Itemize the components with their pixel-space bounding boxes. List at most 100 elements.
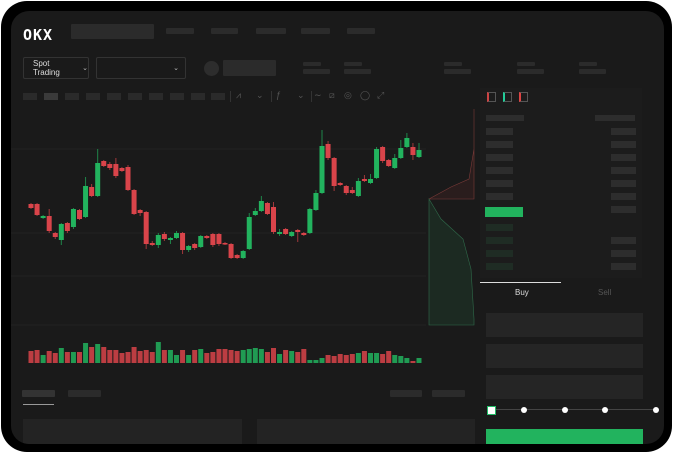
search-bar[interactable] <box>71 24 154 39</box>
fullscreen-icon[interactable]: ⤢ <box>377 90 385 100</box>
indicator-icon[interactable]: ƒ <box>276 90 282 100</box>
bid-price <box>486 263 513 270</box>
volume-bar <box>125 352 131 363</box>
trading-screen: OKX Spot Trading ⌄ ⌄ ⩘ ⌄ ƒ ⌄ ∼ ⧄ ◎ ◯ ⤢ Buy Sell <box>11 11 664 444</box>
settings-icon[interactable]: ◯ <box>360 90 371 100</box>
orderbook-sell-icon[interactable] <box>519 92 528 102</box>
interval-button[interactable] <box>211 93 225 100</box>
pair-dropdown[interactable]: ⌄ <box>96 57 186 79</box>
candle-body <box>222 243 228 245</box>
nav-item[interactable] <box>347 28 375 34</box>
spot-trading-button[interactable]: Spot Trading ⌄ <box>23 57 89 79</box>
filter-button[interactable] <box>390 390 422 397</box>
candle-body <box>325 144 331 158</box>
candle-body <box>113 164 119 176</box>
candlestick-chart[interactable] <box>11 109 479 381</box>
volume-bar <box>277 354 283 363</box>
ask-price <box>486 128 513 135</box>
interval-button[interactable] <box>86 93 100 100</box>
volume-bar <box>40 355 46 363</box>
interval-button[interactable] <box>107 93 121 100</box>
slider-step-100[interactable] <box>653 407 659 413</box>
nav-item[interactable] <box>256 28 286 34</box>
orders-tab[interactable] <box>22 390 55 397</box>
orderbook-both-icon[interactable] <box>487 92 496 102</box>
okx-logo[interactable]: OKX <box>23 26 54 44</box>
ask-size <box>611 206 636 213</box>
volume-bar <box>258 349 264 363</box>
total-input[interactable] <box>486 375 643 399</box>
candle-body <box>52 233 58 237</box>
candle-body <box>143 212 149 244</box>
coin-avatar <box>204 61 219 76</box>
depth-bids-area <box>428 197 475 326</box>
candle-body <box>46 216 52 231</box>
history-tab[interactable] <box>68 390 101 397</box>
nav-item[interactable] <box>166 28 194 34</box>
ask-price <box>486 193 513 200</box>
nav-item[interactable] <box>211 28 238 34</box>
volume-bar <box>28 351 34 363</box>
line-icon[interactable]: ∼ <box>314 90 322 100</box>
candle-body <box>125 167 131 190</box>
volume-bar <box>64 352 70 363</box>
volume-bar <box>398 356 404 363</box>
tab-sell[interactable]: Sell <box>598 288 612 297</box>
interval-button[interactable] <box>23 93 37 100</box>
volume-bar <box>355 353 361 363</box>
candle-body <box>186 246 192 250</box>
candle-body <box>89 187 95 196</box>
candle-body <box>77 210 82 219</box>
volume-bar <box>337 354 343 363</box>
candle-body <box>386 160 392 166</box>
stat-label <box>303 62 321 66</box>
slider-step-50[interactable] <box>562 407 568 413</box>
volume-bar <box>70 352 76 363</box>
volume-bar <box>204 353 210 363</box>
candle-type-icon[interactable]: ⩘ <box>236 90 242 100</box>
chart-style-icon[interactable]: ⌄ <box>256 90 264 100</box>
camera-icon[interactable]: ◎ <box>344 90 352 100</box>
candle-body <box>410 147 416 155</box>
candle-body <box>283 229 289 234</box>
chart-panel[interactable] <box>11 109 479 381</box>
buy-tab-underline <box>480 282 561 283</box>
candle-body <box>101 161 107 166</box>
interval-button[interactable] <box>170 93 184 100</box>
filter-button[interactable] <box>432 390 465 397</box>
volume-bar <box>289 351 295 363</box>
slider-handle[interactable] <box>487 406 496 415</box>
candle-body <box>404 138 410 147</box>
interval-button[interactable] <box>128 93 142 100</box>
orderbook-buy-icon[interactable] <box>503 92 512 102</box>
volume-bar <box>216 349 222 363</box>
volume-bar <box>131 347 137 363</box>
volume-bar <box>58 348 64 363</box>
chevron-down-icon: ⌄ <box>82 65 88 72</box>
interval-button[interactable] <box>65 93 79 100</box>
interval-button[interactable] <box>191 93 205 100</box>
candle-body <box>149 243 155 245</box>
nav-item[interactable] <box>301 28 330 34</box>
amount-slider[interactable] <box>491 409 656 410</box>
amount-input[interactable] <box>486 344 643 368</box>
interval-button[interactable] <box>149 93 163 100</box>
chevron-down-icon: ⌄ <box>173 65 179 72</box>
candle-body <box>349 190 355 193</box>
candle-body <box>416 150 422 157</box>
slider-step-25[interactable] <box>521 407 527 413</box>
interval-button[interactable] <box>44 93 58 100</box>
stat-label <box>344 62 362 66</box>
candle-body <box>368 179 373 183</box>
candle-body <box>192 244 198 248</box>
volume-bar <box>416 358 422 363</box>
buy-button[interactable] <box>486 429 643 444</box>
dropdown-icon[interactable]: ⌄ <box>297 90 305 100</box>
slider-step-75[interactable] <box>602 407 608 413</box>
candle-body <box>331 158 337 186</box>
price-input[interactable] <box>486 313 643 337</box>
candle-body <box>289 232 295 236</box>
volume-bar <box>107 350 113 363</box>
tab-buy[interactable]: Buy <box>515 288 529 297</box>
draw-icon[interactable]: ⧄ <box>329 90 335 100</box>
